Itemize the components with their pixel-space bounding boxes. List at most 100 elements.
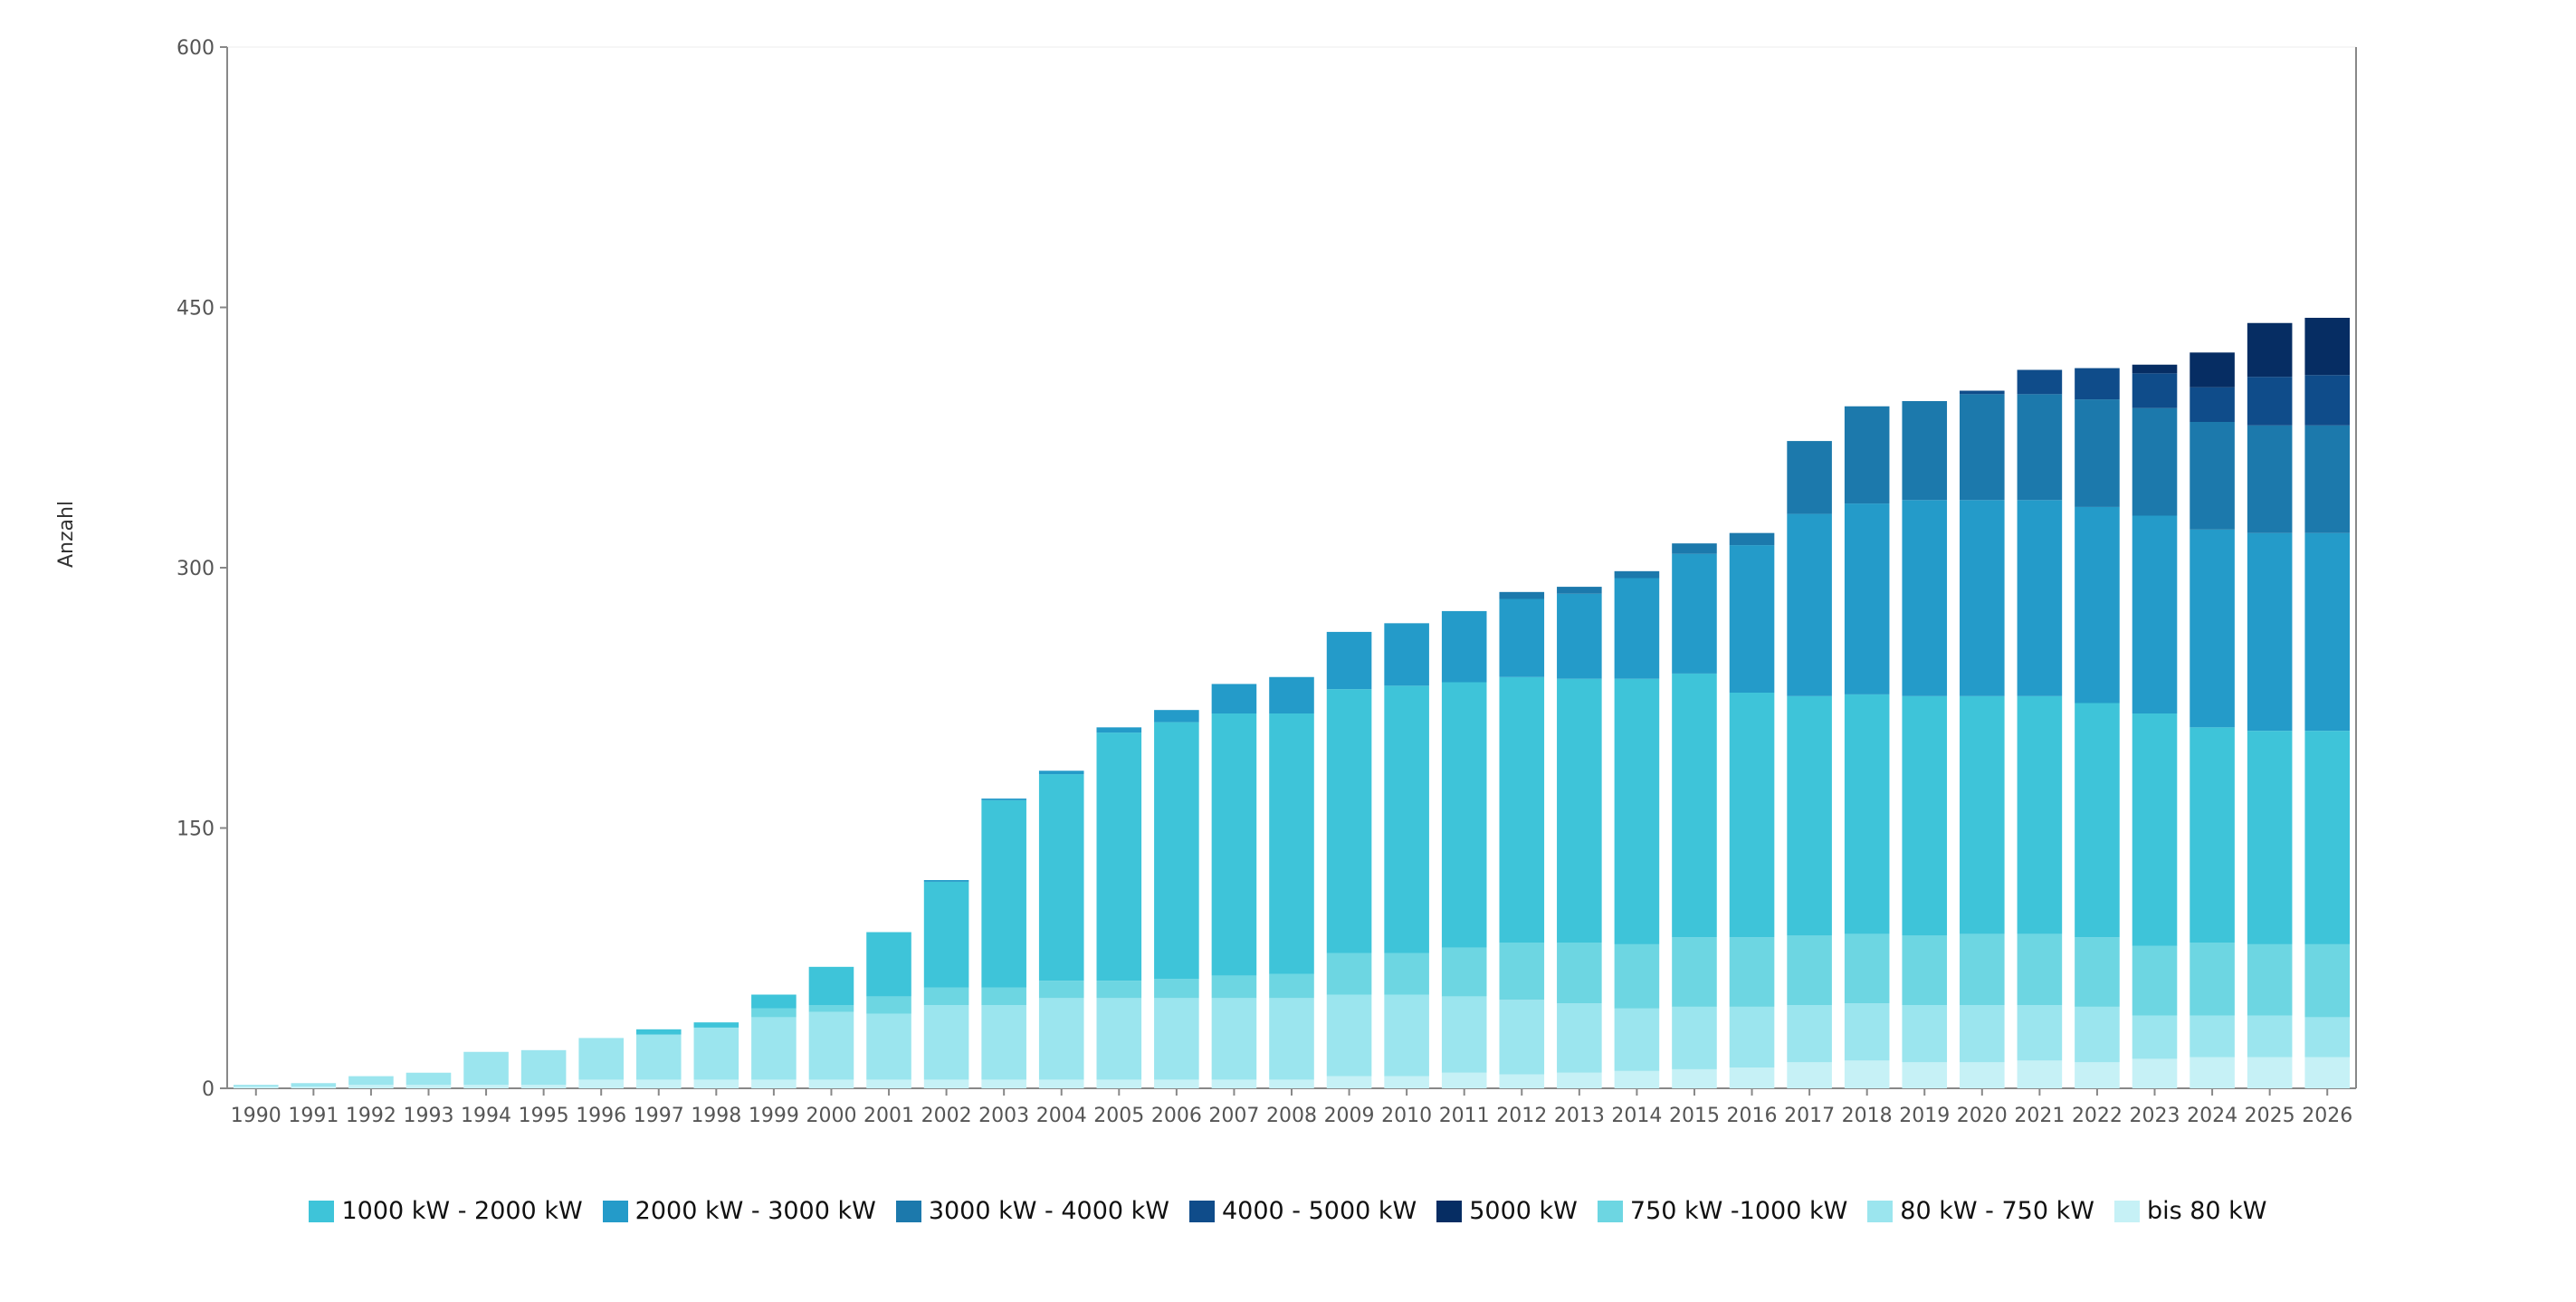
bar-segment-2021-4000-5000-kw[interactable]: [2017, 369, 2063, 395]
bar-segment-2025-80-kw-750-kw[interactable]: [2247, 1015, 2293, 1058]
bar-segment-2014-3000-kw-4000-kw[interactable]: [1614, 570, 1660, 579]
bar-segment-2007-750-kw-1000-kw[interactable]: [1211, 975, 1257, 999]
bar-segment-2003-750-kw-1000-kw[interactable]: [981, 987, 1026, 1005]
bar-segment-2002-1000-kw-2000-kw[interactable]: [923, 881, 969, 988]
legend-item[interactable]: 3000 kW - 4000 kW: [895, 1197, 1169, 1225]
bar-segment-2000-bis-80-kw[interactable]: [808, 1079, 854, 1088]
legend-item[interactable]: 80 kW - 750 kW: [1867, 1197, 2094, 1225]
bar-segment-2015-3000-kw-4000-kw[interactable]: [1672, 543, 1717, 554]
bar-segment-2007-1000-kw-2000-kw[interactable]: [1211, 713, 1257, 976]
bar-segment-2004-750-kw-1000-kw[interactable]: [1038, 981, 1084, 999]
bar-segment-2010-bis-80-kw[interactable]: [1384, 1076, 1429, 1088]
bar-segment-2024-750-kw-1000-kw[interactable]: [2190, 943, 2235, 1016]
legend-item[interactable]: 750 kW -1000 kW: [1597, 1197, 1847, 1225]
bar-segment-2012-1000-kw-2000-kw[interactable]: [1499, 676, 1545, 943]
bar-segment-2015-750-kw-1000-kw[interactable]: [1672, 937, 1717, 1007]
bar-segment-2025-750-kw-1000-kw[interactable]: [2247, 943, 2293, 1016]
bar-segment-2012-bis-80-kw[interactable]: [1499, 1074, 1545, 1088]
bar-segment-2026-5000-kw[interactable]: [2304, 318, 2351, 376]
bar-segment-2020-80-kw-750-kw[interactable]: [1960, 1005, 2005, 1063]
bar-segment-2017-750-kw-1000-kw[interactable]: [1787, 935, 1832, 1005]
bar-segment-2009-80-kw-750-kw[interactable]: [1326, 994, 1372, 1077]
bar-segment-1990-80-kw-750-kw[interactable]: [233, 1085, 279, 1087]
bar-segment-2019-1000-kw-2000-kw[interactable]: [1902, 695, 1948, 936]
bar-segment-2024-80-kw-750-kw[interactable]: [2190, 1015, 2235, 1058]
bar-segment-2021-1000-kw-2000-kw[interactable]: [2017, 695, 2063, 934]
bar-segment-1997-80-kw-750-kw[interactable]: [635, 1034, 682, 1080]
bar-segment-2016-750-kw-1000-kw[interactable]: [1729, 937, 1775, 1007]
legend-item[interactable]: 1000 kW - 2000 kW: [309, 1197, 583, 1225]
bar-segment-2013-2000-kw-3000-kw[interactable]: [1557, 593, 1602, 679]
bar-segment-2019-750-kw-1000-kw[interactable]: [1902, 935, 1948, 1005]
bar-segment-2013-3000-kw-4000-kw[interactable]: [1557, 587, 1602, 594]
bar-segment-2015-1000-kw-2000-kw[interactable]: [1672, 673, 1717, 938]
bar-segment-1996-80-kw-750-kw[interactable]: [578, 1038, 624, 1080]
bar-segment-2024-3000-kw-4000-kw[interactable]: [2190, 422, 2235, 530]
bar-segment-2009-bis-80-kw[interactable]: [1326, 1076, 1372, 1088]
bar-segment-2025-4000-5000-kw[interactable]: [2247, 377, 2293, 426]
bar-segment-2021-80-kw-750-kw[interactable]: [2017, 1005, 2063, 1061]
bar-segment-2002-2000-kw-3000-kw[interactable]: [923, 880, 969, 882]
bar-segment-2016-80-kw-750-kw[interactable]: [1729, 1006, 1775, 1067]
bar-segment-2018-80-kw-750-kw[interactable]: [1844, 1003, 1890, 1061]
bar-segment-2011-1000-kw-2000-kw[interactable]: [1441, 682, 1487, 948]
bar-segment-2024-1000-kw-2000-kw[interactable]: [2190, 727, 2235, 943]
bar-segment-2009-750-kw-1000-kw[interactable]: [1326, 953, 1372, 995]
bar-segment-2020-2000-kw-3000-kw[interactable]: [1960, 500, 2005, 696]
bar-segment-2014-750-kw-1000-kw[interactable]: [1614, 943, 1660, 1009]
bar-segment-2020-3000-kw-4000-kw[interactable]: [1960, 394, 2005, 501]
legend-item[interactable]: 4000 - 5000 kW: [1189, 1197, 1417, 1225]
bar-segment-2019-3000-kw-4000-kw[interactable]: [1902, 401, 1948, 501]
bar-segment-2021-3000-kw-4000-kw[interactable]: [2017, 394, 2063, 501]
bar-segment-2019-2000-kw-3000-kw[interactable]: [1902, 500, 1948, 696]
bar-segment-2024-5000-kw[interactable]: [2190, 352, 2235, 388]
bar-segment-1991-80-kw-750-kw[interactable]: [291, 1083, 337, 1087]
bar-segment-1994-bis-80-kw[interactable]: [463, 1085, 509, 1088]
bar-segment-2017-bis-80-kw[interactable]: [1787, 1062, 1832, 1088]
bar-segment-2012-3000-kw-4000-kw[interactable]: [1499, 591, 1545, 599]
bar-segment-2004-80-kw-750-kw[interactable]: [1038, 998, 1084, 1080]
bar-segment-2026-750-kw-1000-kw[interactable]: [2304, 943, 2351, 1018]
bar-segment-2018-3000-kw-4000-kw[interactable]: [1844, 406, 1890, 504]
bar-segment-2025-3000-kw-4000-kw[interactable]: [2247, 425, 2293, 533]
bar-segment-2000-1000-kw-2000-kw[interactable]: [808, 966, 854, 1005]
bar-segment-2022-1000-kw-2000-kw[interactable]: [2075, 703, 2120, 938]
bar-segment-2026-2000-kw-3000-kw[interactable]: [2304, 532, 2351, 732]
bar-segment-2003-bis-80-kw[interactable]: [981, 1079, 1026, 1088]
bar-segment-1999-1000-kw-2000-kw[interactable]: [751, 994, 797, 1009]
bar-segment-2011-750-kw-1000-kw[interactable]: [1441, 947, 1487, 997]
bar-segment-1999-bis-80-kw[interactable]: [751, 1079, 797, 1088]
bar-segment-2026-80-kw-750-kw[interactable]: [2304, 1017, 2351, 1058]
bar-segment-1993-80-kw-750-kw[interactable]: [405, 1072, 452, 1086]
bar-segment-2026-1000-kw-2000-kw[interactable]: [2304, 731, 2351, 944]
bar-segment-2009-2000-kw-3000-kw[interactable]: [1326, 631, 1372, 690]
bar-segment-2006-bis-80-kw[interactable]: [1154, 1079, 1199, 1088]
bar-segment-2016-bis-80-kw[interactable]: [1729, 1067, 1775, 1088]
bar-segment-2016-2000-kw-3000-kw[interactable]: [1729, 545, 1775, 693]
bar-segment-2011-2000-kw-3000-kw[interactable]: [1441, 610, 1487, 683]
bar-segment-2023-1000-kw-2000-kw[interactable]: [2132, 713, 2178, 946]
bar-segment-2023-750-kw-1000-kw[interactable]: [2132, 945, 2178, 1016]
bar-segment-2012-750-kw-1000-kw[interactable]: [1499, 943, 1545, 1000]
bar-segment-2013-1000-kw-2000-kw[interactable]: [1557, 678, 1602, 943]
bar-segment-2025-2000-kw-3000-kw[interactable]: [2247, 532, 2293, 732]
bar-segment-2012-80-kw-750-kw[interactable]: [1499, 1000, 1545, 1075]
bar-segment-1998-1000-kw-2000-kw[interactable]: [693, 1022, 739, 1028]
bar-segment-1997-bis-80-kw[interactable]: [635, 1079, 682, 1088]
bar-segment-2026-bis-80-kw[interactable]: [2304, 1057, 2351, 1089]
bar-segment-2024-bis-80-kw[interactable]: [2190, 1057, 2235, 1089]
bar-segment-2020-bis-80-kw[interactable]: [1960, 1062, 2005, 1088]
bar-segment-2015-2000-kw-3000-kw[interactable]: [1672, 553, 1717, 674]
bar-segment-2005-1000-kw-2000-kw[interactable]: [1096, 732, 1142, 981]
bar-segment-2025-1000-kw-2000-kw[interactable]: [2247, 731, 2293, 944]
bar-segment-2021-bis-80-kw[interactable]: [2017, 1060, 2063, 1088]
bar-segment-2026-3000-kw-4000-kw[interactable]: [2304, 425, 2351, 533]
bar-segment-2023-80-kw-750-kw[interactable]: [2132, 1015, 2178, 1059]
bar-segment-2001-1000-kw-2000-kw[interactable]: [866, 932, 911, 997]
bar-segment-2026-4000-5000-kw[interactable]: [2304, 375, 2351, 426]
bar-segment-2018-1000-kw-2000-kw[interactable]: [1844, 694, 1890, 934]
bar-segment-1994-80-kw-750-kw[interactable]: [463, 1051, 509, 1086]
bar-segment-2006-750-kw-1000-kw[interactable]: [1154, 979, 1199, 999]
bar-segment-2020-4000-5000-kw[interactable]: [1960, 390, 2005, 395]
bar-segment-2007-80-kw-750-kw[interactable]: [1211, 998, 1257, 1080]
